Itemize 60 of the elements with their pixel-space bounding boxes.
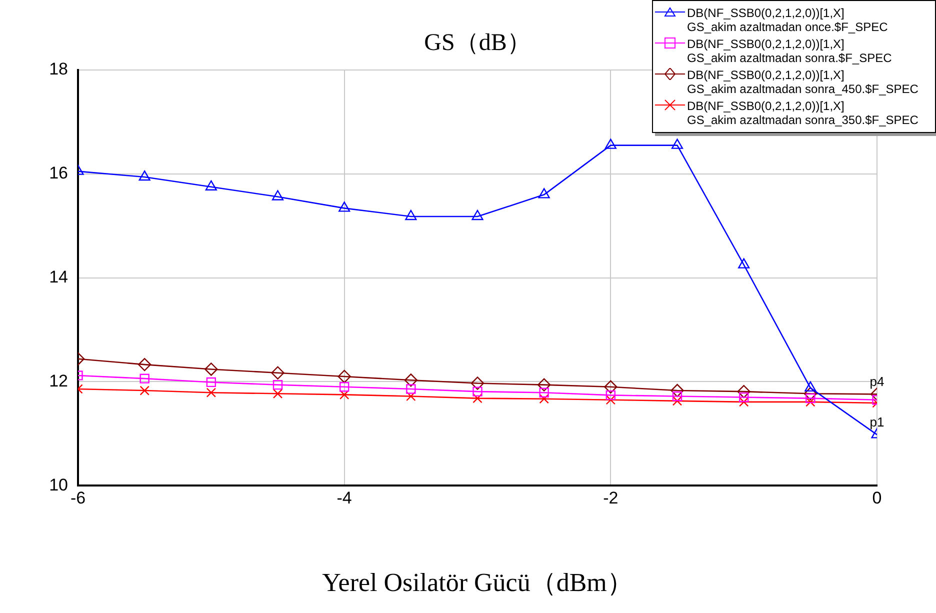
x-tick-label: -2 — [603, 488, 618, 508]
point — [339, 390, 350, 400]
point — [537, 378, 551, 392]
point — [738, 392, 749, 402]
point — [272, 190, 284, 200]
annotation: p4 — [870, 374, 884, 390]
point — [804, 387, 818, 400]
point — [138, 170, 150, 181]
x-tick-label: 0 — [872, 488, 882, 508]
point — [271, 366, 284, 380]
point — [406, 391, 416, 402]
point — [472, 393, 482, 404]
x-axis-title: Yerel Osilatör Gücü（dBm） — [321, 567, 634, 599]
point — [606, 395, 616, 405]
point — [404, 374, 418, 387]
y-tick-label: 10 — [49, 475, 68, 494]
x-tick-label: -4 — [336, 488, 352, 508]
point — [672, 396, 682, 406]
point — [804, 381, 816, 392]
point — [205, 180, 217, 190]
y-tick-label: 16 — [49, 164, 68, 183]
point — [138, 358, 152, 372]
x-tick-label: -6 — [70, 488, 86, 508]
point — [472, 210, 484, 220]
point — [738, 397, 749, 407]
point — [140, 386, 150, 396]
point — [405, 210, 417, 220]
point — [672, 391, 682, 402]
point — [670, 384, 684, 398]
y-tick-label: 12 — [49, 371, 68, 390]
point — [338, 370, 351, 384]
point — [604, 380, 618, 394]
legend-label: DB(NF_SSB0(0,2,1,2,0))[1,X] GS_akim azaltmadan sonra_350.$F_SPEC — [687, 99, 918, 127]
point — [671, 138, 684, 149]
chart-title: GS（dB） — [424, 30, 531, 56]
point — [539, 388, 549, 398]
point — [737, 384, 750, 398]
point — [204, 362, 218, 376]
point — [206, 377, 216, 388]
point — [538, 188, 550, 198]
point — [472, 386, 482, 396]
point — [272, 388, 283, 398]
annotation: p1 — [870, 414, 884, 430]
point — [738, 258, 750, 268]
point — [604, 138, 616, 149]
point — [339, 382, 350, 392]
point — [206, 388, 216, 398]
point — [606, 390, 616, 400]
point — [140, 374, 150, 384]
legend-label: DB(NF_SSB0(0,2,1,2,0))[1,X] GS_akim azaltmadan sonra_450.$F_SPEC — [687, 68, 918, 96]
point — [272, 380, 283, 390]
point — [470, 376, 484, 390]
legend-label: DB(NF_SSB0(0,2,1,2,0))[1,X] GS_akim azaltmadan once.$F_SPEC — [687, 6, 888, 34]
point — [338, 202, 350, 212]
point — [806, 397, 816, 407]
legend-label: DB(NF_SSB0(0,2,1,2,0))[1,X] GS_akim azaltmadan sonra.$F_SPEC — [687, 37, 892, 65]
point — [406, 384, 416, 394]
point — [539, 394, 549, 404]
y-tick-label: 14 — [49, 267, 68, 286]
y-tick-label: 18 — [49, 60, 68, 79]
